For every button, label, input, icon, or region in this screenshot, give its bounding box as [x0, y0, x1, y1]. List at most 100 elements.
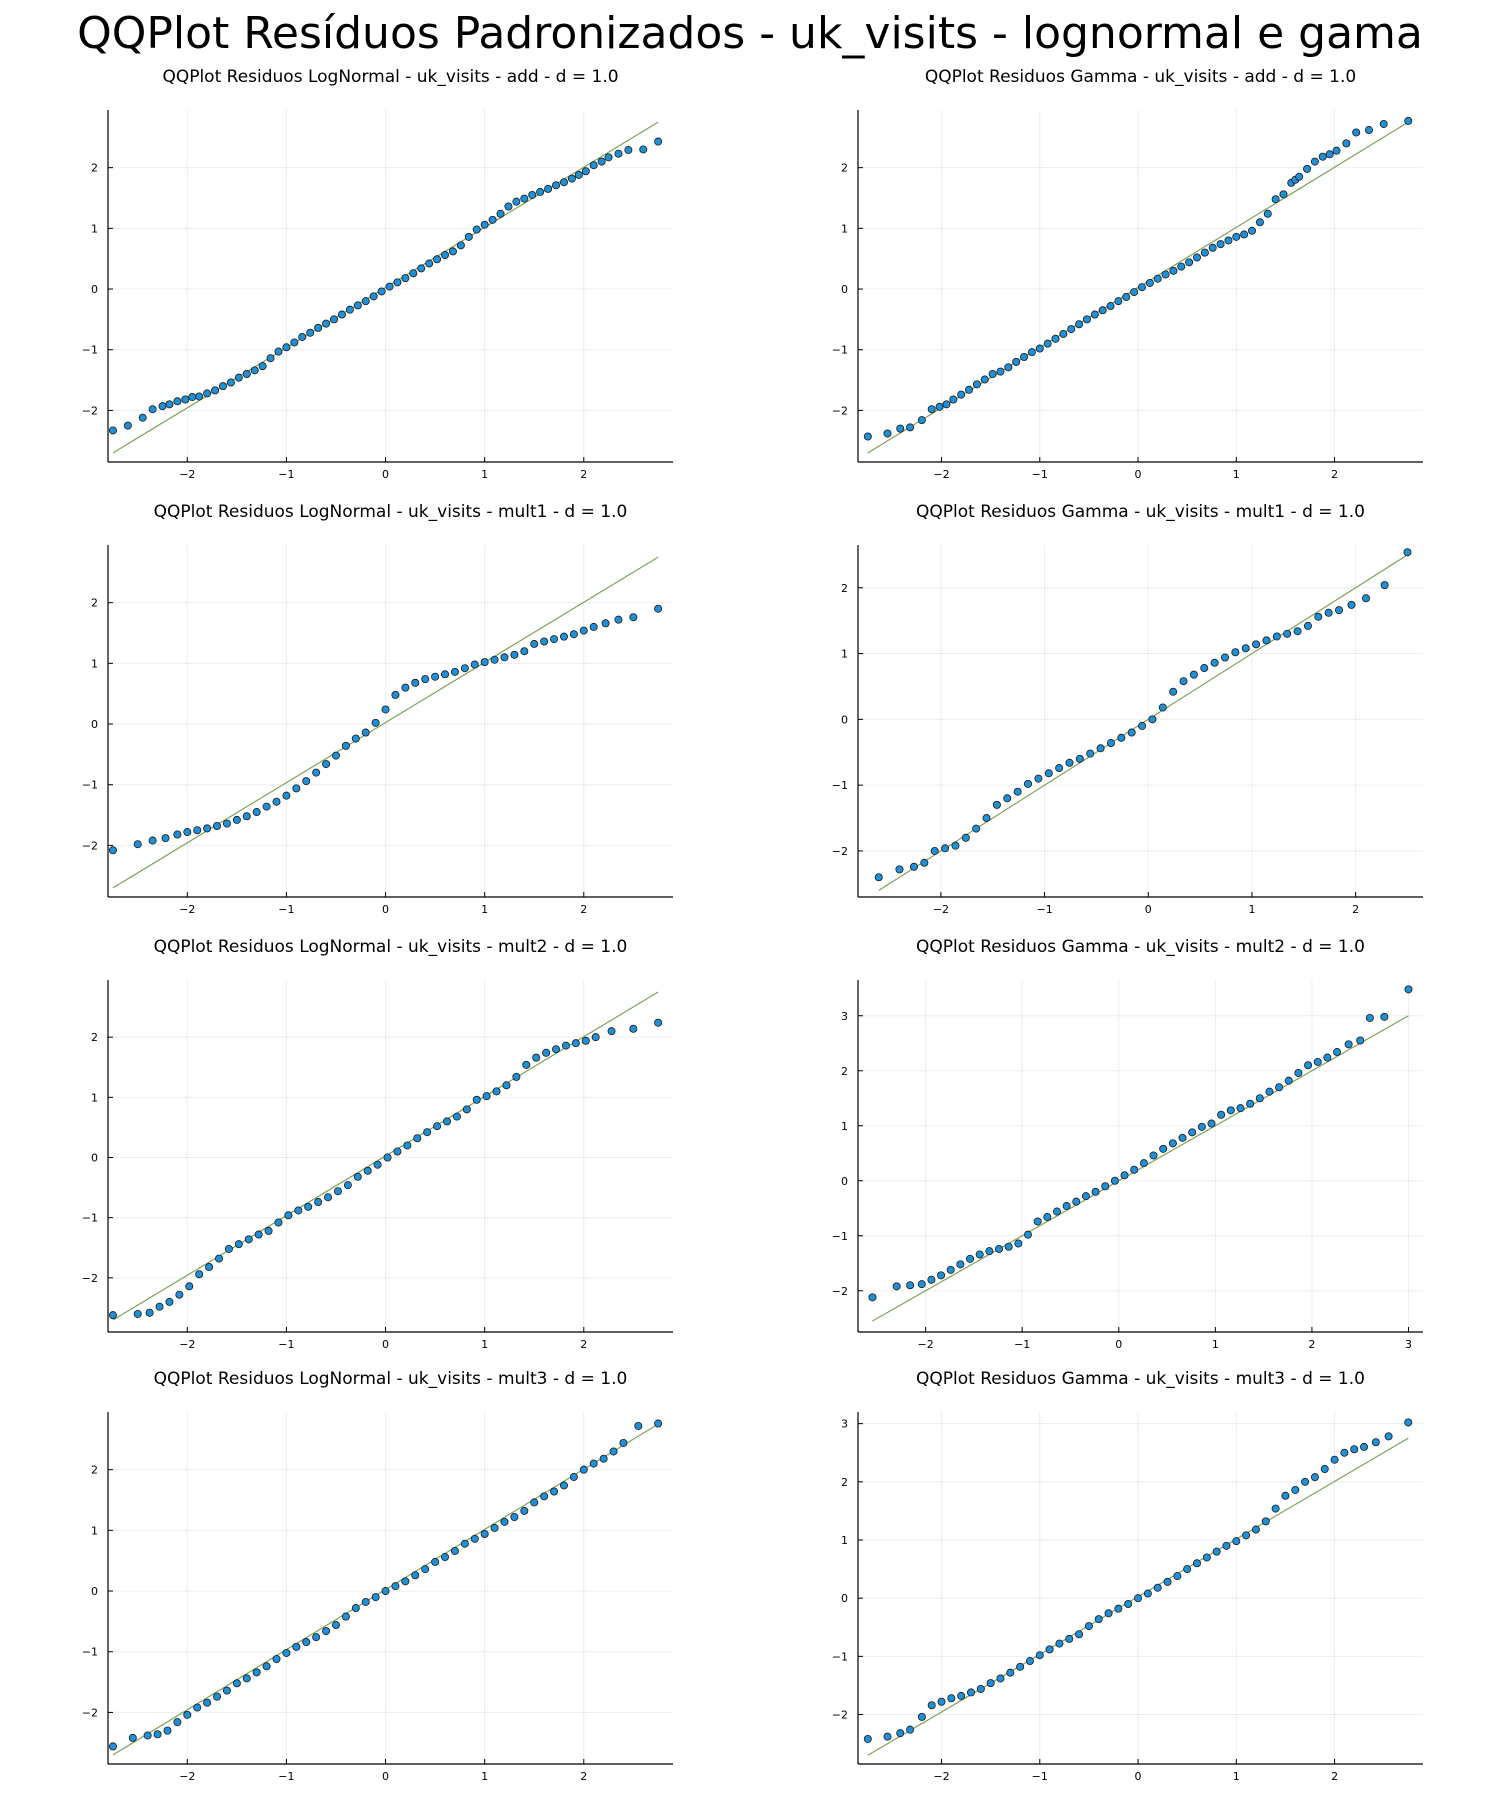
qq-point — [1202, 1553, 1211, 1562]
qq-point — [1265, 1087, 1274, 1096]
qq-point — [272, 1655, 281, 1664]
qq-point — [1271, 1504, 1280, 1513]
qq-point — [502, 1081, 511, 1090]
qq-point — [353, 1172, 362, 1181]
qq-point — [1020, 353, 1029, 362]
x-tick-label: 2 — [580, 1770, 587, 1783]
qq-point — [654, 1018, 663, 1027]
figure-title: QQPlot Resíduos Padronizados - uk_visits… — [77, 8, 1423, 59]
qq-point — [490, 655, 499, 664]
qq-point — [391, 690, 400, 699]
x-tick-label: −2 — [917, 1338, 933, 1351]
qq-point — [976, 1684, 985, 1693]
qq-point — [393, 1147, 402, 1156]
qq-point — [639, 145, 648, 154]
qq-point — [917, 1712, 926, 1721]
qq-point — [322, 760, 331, 769]
qq-point — [1384, 1432, 1393, 1441]
qq-point — [193, 1703, 202, 1712]
qq-point — [381, 705, 390, 714]
qq-point — [1153, 274, 1162, 283]
qq-point — [472, 1095, 481, 1104]
y-tick-label: 3 — [841, 1418, 848, 1431]
qq-point — [403, 1141, 412, 1150]
qq-point — [1279, 190, 1288, 199]
qq-point — [1314, 612, 1323, 621]
qq-point — [369, 292, 378, 301]
qq-point — [1052, 1207, 1061, 1216]
qq-point — [1291, 1485, 1300, 1494]
qq-point — [1295, 172, 1304, 181]
x-tick-label: −2 — [179, 903, 195, 916]
x-tick-label: −1 — [278, 1770, 294, 1783]
qq-point — [619, 1438, 628, 1447]
qq-point — [896, 1729, 905, 1738]
qq-point — [906, 423, 915, 432]
x-tick-label: −1 — [1032, 468, 1048, 481]
qq-point — [1226, 1106, 1235, 1115]
qq-point — [1197, 1122, 1206, 1131]
qq-point — [1320, 1465, 1329, 1474]
qq-point — [1023, 1230, 1032, 1239]
qq-point — [1075, 754, 1084, 763]
qq-point — [409, 269, 418, 278]
qq-point — [153, 1730, 162, 1739]
qq-point — [1217, 1110, 1226, 1119]
qq-point — [312, 1633, 321, 1642]
qq-point — [1275, 1083, 1284, 1092]
x-tick-label: −2 — [179, 1338, 195, 1351]
qq-point — [417, 264, 426, 273]
qq-point — [423, 1128, 432, 1137]
qq-point — [411, 678, 420, 687]
qq-point — [624, 146, 633, 155]
qq-point — [1033, 1217, 1042, 1226]
qq-point — [1130, 1165, 1139, 1174]
qq-point — [203, 389, 212, 398]
panel-title: QQPlot Residuos Gamma - uk_visits - mult… — [916, 937, 1365, 957]
qq-point — [401, 274, 410, 283]
qq-point — [1222, 1541, 1231, 1550]
qq-point — [917, 416, 926, 425]
y-tick-label: −1 — [832, 1650, 848, 1663]
qq-point — [980, 375, 989, 384]
y-tick-label: 0 — [841, 1592, 848, 1605]
qq-point — [401, 683, 410, 692]
qq-point — [1004, 1242, 1013, 1251]
qq-point — [133, 1309, 142, 1318]
qq-point — [1035, 344, 1044, 353]
qq-point — [138, 413, 147, 422]
qq-point — [1303, 621, 1312, 630]
qq-point — [361, 1597, 370, 1606]
qq-point — [1024, 779, 1033, 788]
qq-point — [460, 664, 469, 673]
qq-point — [1006, 1668, 1015, 1677]
qq-point — [917, 1280, 926, 1289]
qq-point — [930, 846, 939, 855]
qq-point — [341, 1612, 350, 1621]
qq-point — [145, 1308, 154, 1317]
y-tick-label: 2 — [91, 1031, 98, 1044]
qq-point — [571, 1039, 580, 1048]
x-tick-label: 1 — [1248, 903, 1255, 916]
qq-point — [868, 1293, 877, 1302]
qq-point — [992, 800, 1001, 809]
reference-line — [112, 556, 659, 889]
x-tick-label: 1 — [1233, 1770, 1240, 1783]
qq-point — [927, 1275, 936, 1284]
y-tick-label: 0 — [91, 1152, 98, 1165]
qq-point — [242, 1674, 251, 1683]
qq-point — [1096, 744, 1105, 753]
qq-point — [193, 826, 202, 835]
qq-point — [1404, 1418, 1413, 1427]
qq-point — [411, 1571, 420, 1580]
qq-point — [550, 1487, 559, 1496]
qq-point — [1082, 315, 1091, 324]
qq-point — [242, 812, 251, 821]
y-tick-label: 2 — [91, 597, 98, 610]
qq-point — [1261, 1517, 1270, 1526]
qq-point — [165, 1297, 174, 1306]
y-tick-label: −1 — [82, 1646, 98, 1659]
qq-point — [895, 865, 904, 874]
qq-point — [1027, 348, 1036, 357]
qq-point — [1122, 292, 1131, 301]
